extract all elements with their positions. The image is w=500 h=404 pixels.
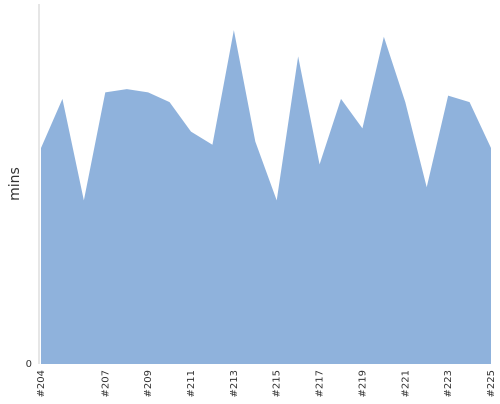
- x-axis-tick-label: #213: [229, 370, 240, 397]
- y-axis-title: mins: [7, 167, 23, 201]
- area-series: [41, 30, 491, 365]
- x-axis-tick-labels: #204 #207 #209 #211 #213 #215 #217 #219 #221 #223…: [36, 370, 497, 397]
- x-axis-tick-label: #221: [400, 370, 411, 397]
- x-axis-tick-label: #219: [357, 370, 368, 397]
- x-axis-tick-label: #209: [143, 370, 154, 397]
- x-axis-tick-label: #204: [36, 370, 47, 397]
- y-axis-tick-labels: 0: [26, 359, 32, 370]
- x-axis-tick-label: #223: [443, 370, 454, 397]
- x-axis-tick-label: #225: [486, 370, 497, 397]
- y-axis-tick-label: 0: [26, 359, 32, 370]
- x-axis-tick-label: #217: [315, 370, 326, 397]
- plot-area: [41, 30, 491, 365]
- x-axis-tick-label: #207: [100, 370, 111, 397]
- x-axis-tick-label: #211: [186, 370, 197, 397]
- x-axis-tick-label: #215: [272, 370, 283, 397]
